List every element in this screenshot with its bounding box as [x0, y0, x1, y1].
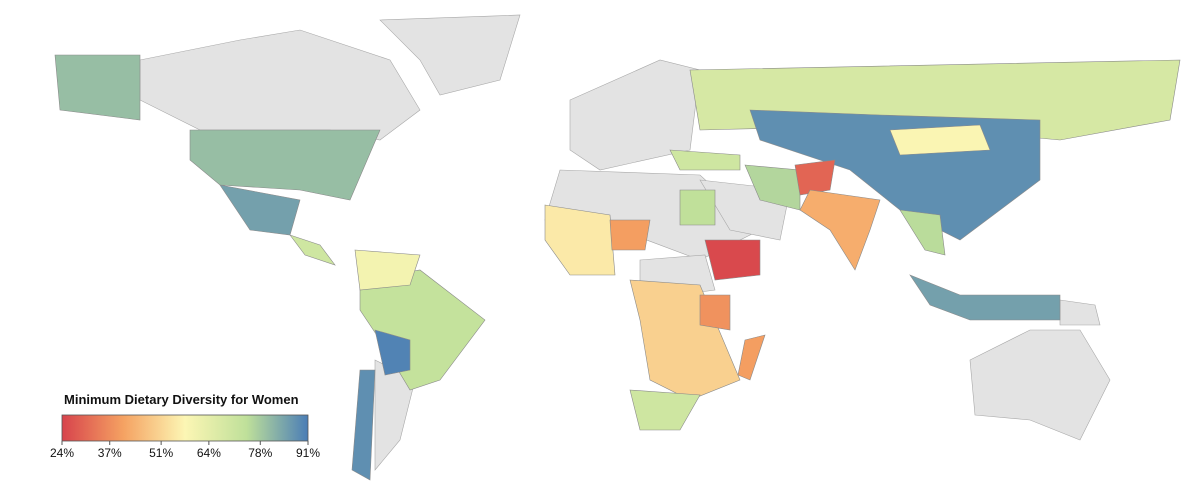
land-canada — [139, 29, 421, 141]
region — [351, 369, 376, 481]
region — [289, 234, 336, 266]
region — [704, 239, 761, 281]
region — [699, 294, 731, 331]
tick-label: 78% — [248, 446, 272, 460]
land-europe — [569, 59, 701, 171]
region — [909, 274, 1061, 321]
region — [359, 269, 486, 391]
region — [629, 389, 701, 431]
region — [609, 219, 651, 251]
region — [899, 209, 946, 256]
tick-label: 64% — [197, 446, 221, 460]
region — [669, 149, 741, 171]
tick-label: 37% — [98, 446, 122, 460]
tick-label: 51% — [149, 446, 173, 460]
legend-title: Minimum Dietary Diversity for Women — [64, 392, 299, 407]
region — [54, 54, 141, 121]
region — [737, 334, 766, 381]
landmasses — [139, 14, 1111, 471]
region — [799, 189, 881, 271]
region — [219, 184, 301, 236]
tick-label: 91% — [296, 446, 320, 460]
region — [544, 204, 616, 276]
colorbar — [61, 414, 309, 442]
region — [189, 129, 381, 201]
land-australia — [969, 329, 1111, 441]
regions — [54, 54, 1181, 481]
region — [354, 249, 421, 291]
region — [889, 124, 991, 156]
region — [679, 189, 716, 226]
legend: Minimum Dietary Diversity for Women 24% 3… — [50, 392, 320, 460]
land-papua — [1059, 299, 1101, 326]
tick-label: 24% — [50, 446, 74, 460]
land-greenland — [379, 14, 521, 96]
region — [794, 159, 836, 196]
region — [374, 329, 411, 376]
